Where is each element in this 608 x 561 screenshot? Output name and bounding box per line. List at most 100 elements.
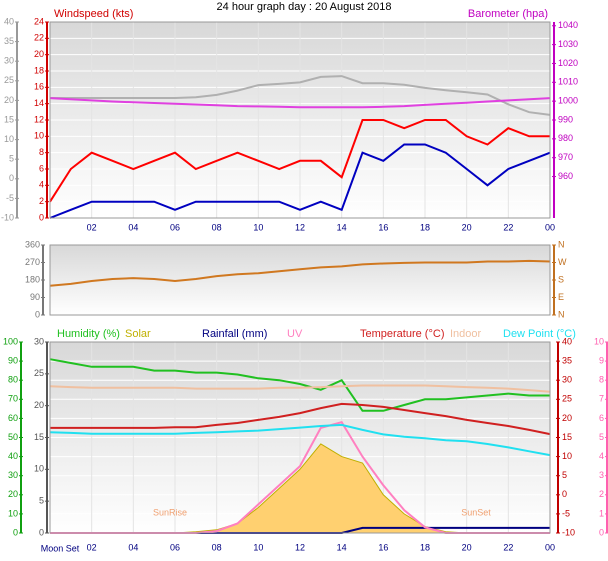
y-tick-label: 360 — [25, 239, 40, 249]
series-line — [49, 97, 551, 109]
legend-label: Rainfall (mm) — [202, 328, 267, 340]
plot-frame — [49, 21, 551, 219]
y-tick-label: 14 — [34, 98, 44, 108]
x-tick-label: 20 — [462, 542, 472, 552]
y-tick-label: 180 — [25, 274, 40, 284]
x-tick-label: 06 — [170, 542, 180, 552]
y-tick-label: 0 — [13, 527, 18, 537]
legend-label: Dew Point (°C) — [503, 328, 576, 340]
chart-title: 24 hour graph day : 20 August 2018 — [217, 1, 392, 13]
y-tick-label: 6 — [599, 413, 604, 423]
y-tick-label: 24 — [34, 16, 44, 26]
series-line — [49, 119, 550, 203]
y-tick-label: 5 — [39, 496, 44, 506]
y-tick-label: 20 — [562, 413, 572, 423]
y-tick-label: E — [558, 292, 564, 302]
y-tick-label: 10 — [8, 508, 18, 518]
y-tick-label: 1030 — [558, 39, 578, 49]
y-tick-label: 60 — [8, 413, 18, 423]
plot-frame — [49, 341, 551, 534]
y-tick-label: 40 — [4, 16, 14, 26]
y-tick-label: 35 — [4, 36, 14, 46]
y-tick-label: 50 — [8, 432, 18, 442]
annotation: SunSet — [461, 507, 491, 517]
x-tick-label: 14 — [337, 542, 347, 552]
y-tick-label: 3 — [599, 470, 604, 480]
y-tick-label: 30 — [8, 470, 18, 480]
y-tick-label: 270 — [25, 257, 40, 267]
y-tick-label: 80 — [8, 375, 18, 385]
legend-label: Humidity (%) — [57, 328, 120, 340]
y-tick-label: 12 — [34, 114, 44, 124]
y-tick-label: 0 — [9, 173, 14, 183]
x-tick-label: 00 — [545, 542, 555, 552]
y-tick-label: 20 — [34, 49, 44, 59]
plot-frame — [49, 244, 551, 316]
y-tick-label: 1010 — [558, 77, 578, 87]
y-tick-label: -5 — [562, 508, 570, 518]
x-tick-label: 22 — [503, 222, 513, 232]
x-tick-label: 00 — [545, 222, 555, 232]
y-tick-label: 18 — [34, 65, 44, 75]
y-tick-label: 1 — [599, 508, 604, 518]
y-tick-label: -5 — [6, 193, 14, 203]
y-tick-label: 1000 — [558, 96, 578, 106]
y-tick-label: 10 — [594, 336, 604, 346]
y-tick-label: 0 — [39, 527, 44, 537]
x-tick-label: 08 — [212, 542, 222, 552]
y-tick-label: S — [558, 274, 564, 284]
y-tick-label: 8 — [599, 375, 604, 385]
y-tick-label: 8 — [39, 147, 44, 157]
x-tick-label: 18 — [420, 222, 430, 232]
y-tick-label: 40 — [562, 336, 572, 346]
x-tick-label: 20 — [462, 222, 472, 232]
y-tick-label: 30 — [562, 375, 572, 385]
y-tick-label: 5 — [9, 154, 14, 164]
x-tick-label: 10 — [253, 222, 263, 232]
series-line — [49, 384, 551, 393]
y-tick-label: 0 — [599, 527, 604, 537]
x-tick-label: 02 — [87, 542, 97, 552]
y-tick-label: W — [558, 257, 567, 267]
legend-label: Indoor — [450, 328, 482, 340]
y-tick-label: -10 — [562, 527, 575, 537]
y-tick-label: 25 — [34, 368, 44, 378]
y-tick-label: 10 — [34, 464, 44, 474]
y-tick-label: 10 — [562, 451, 572, 461]
x-tick-label: 12 — [295, 222, 305, 232]
y-tick-label: 35 — [562, 355, 572, 365]
x-tick-label: 12 — [295, 542, 305, 552]
axis-title: Windspeed (kts) — [54, 8, 133, 20]
y-tick-label: 0 — [39, 212, 44, 222]
y-tick-label: 25 — [4, 75, 14, 85]
y-tick-label: 970 — [558, 152, 573, 162]
x-tick-label: 04 — [128, 542, 138, 552]
y-tick-label: 15 — [4, 114, 14, 124]
y-tick-label: 0 — [562, 489, 567, 499]
y-tick-label: 15 — [34, 432, 44, 442]
x-tick-label: 16 — [378, 542, 388, 552]
series-line — [49, 358, 550, 412]
y-tick-label: 980 — [558, 133, 573, 143]
y-tick-label: 990 — [558, 114, 573, 124]
x-tick-label: 10 — [253, 542, 263, 552]
annotation: SunRise — [153, 507, 187, 517]
y-tick-label: 20 — [34, 400, 44, 410]
y-tick-label: 5 — [599, 432, 604, 442]
y-tick-label: 2 — [599, 489, 604, 499]
legend-label: Solar — [125, 328, 151, 340]
y-tick-label: 2 — [39, 196, 44, 206]
annotation: Moon Set — [41, 543, 80, 553]
x-tick-label: 16 — [378, 222, 388, 232]
y-tick-label: 4 — [599, 451, 604, 461]
y-tick-label: 20 — [4, 95, 14, 105]
y-tick-label: 90 — [8, 355, 18, 365]
series-line — [49, 423, 551, 457]
y-tick-label: 22 — [34, 33, 44, 43]
y-tick-label: 9 — [599, 355, 604, 365]
y-tick-label: 100 — [3, 336, 18, 346]
x-tick-label: 04 — [128, 222, 138, 232]
x-tick-label: 02 — [87, 222, 97, 232]
series-line — [50, 75, 551, 116]
